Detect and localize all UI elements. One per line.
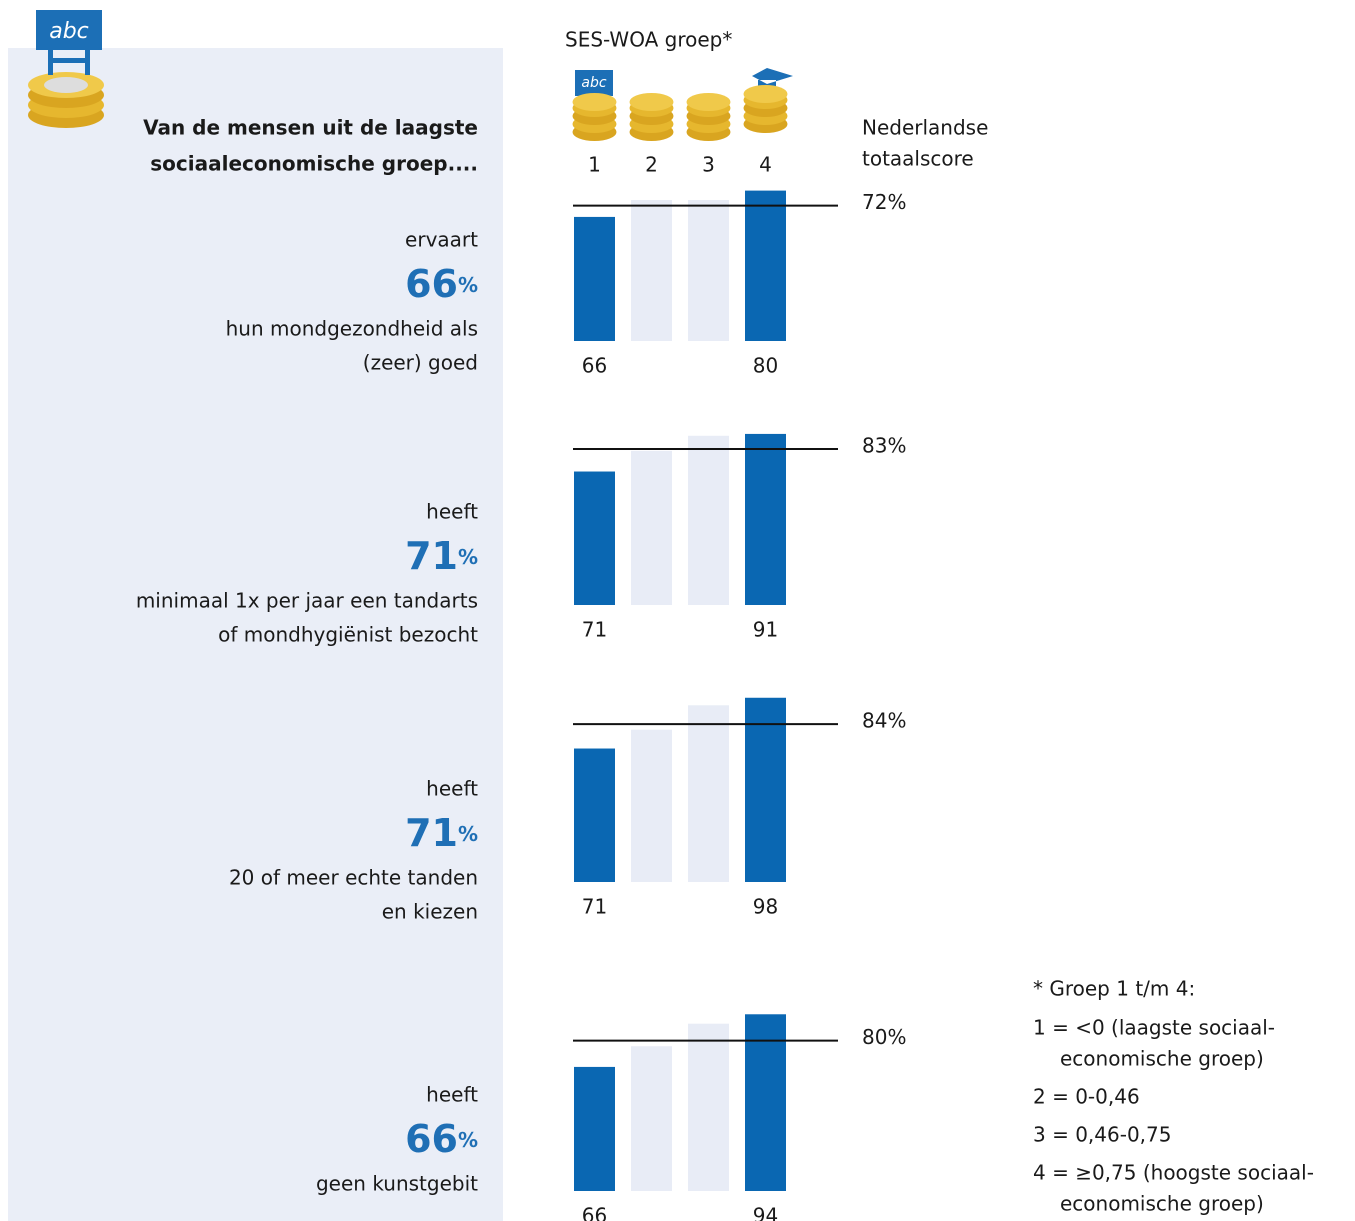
bar xyxy=(688,435,729,605)
highlight-value: 66% xyxy=(405,262,478,306)
svg-text:abc: abc xyxy=(581,75,606,91)
highlight-number: 71 xyxy=(405,811,458,855)
panel-description: 20 of meer echte tanden xyxy=(229,866,478,890)
highlight-number: 71 xyxy=(405,534,458,578)
footnote-item: 4 = ≥0,75 (hoogste sociaal- xyxy=(1033,1161,1314,1185)
coin xyxy=(572,93,617,111)
header-title: Van de mensen uit de laagste xyxy=(143,116,478,140)
header-title: sociaaleconomische groep.... xyxy=(150,152,478,176)
value-label: 98 xyxy=(753,895,778,919)
svg-text:abc: abc xyxy=(49,19,89,44)
highlight-value: 71% xyxy=(405,534,478,578)
footnote-item: 1 = <0 (laagste sociaal- xyxy=(1033,1016,1275,1040)
bar xyxy=(631,729,672,882)
footnote-item: 2 = 0-0,46 xyxy=(1033,1085,1140,1109)
group-label: 4 xyxy=(759,153,772,177)
reference-title: totaalscore xyxy=(862,147,974,171)
bar xyxy=(574,1066,615,1191)
value-label: 71 xyxy=(582,618,607,642)
group-label: 2 xyxy=(645,153,658,177)
bar xyxy=(631,450,672,605)
panel-description: of mondhygiënist bezocht xyxy=(218,623,478,647)
highlight-unit: % xyxy=(458,545,478,569)
bar xyxy=(574,748,615,882)
side-panel xyxy=(8,48,503,1221)
group-label: 1 xyxy=(588,153,601,177)
legend-title: SES-WOA groep* xyxy=(565,28,732,52)
bar xyxy=(745,697,786,882)
highlight-number: 66 xyxy=(405,1117,458,1161)
panel-description: (zeer) goed xyxy=(363,351,478,375)
panel-description: minimaal 1x per jaar een tandarts xyxy=(136,589,478,613)
panel-verb: heeft xyxy=(426,1083,478,1107)
reference-label: 84% xyxy=(862,709,906,733)
value-label: 80 xyxy=(753,354,778,378)
highlight-unit: % xyxy=(458,273,478,297)
bar xyxy=(688,1023,729,1191)
footnote-item: 3 = 0,46-0,75 xyxy=(1033,1123,1171,1147)
panel-description: en kiezen xyxy=(382,900,478,924)
highlight-value: 66% xyxy=(405,1117,478,1161)
coin xyxy=(686,93,731,111)
group-label: 3 xyxy=(702,153,715,177)
bar xyxy=(745,190,786,341)
panel-verb: heeft xyxy=(426,777,478,801)
footnote-title: * Groep 1 t/m 4: xyxy=(1033,977,1195,1001)
value-label: 66 xyxy=(582,354,607,378)
bar xyxy=(745,1014,786,1191)
highlight-unit: % xyxy=(458,822,478,846)
bar xyxy=(688,200,729,341)
footnote-item: economische groep) xyxy=(1060,1192,1264,1216)
highlight-unit: % xyxy=(458,1128,478,1152)
reference-label: 80% xyxy=(862,1025,906,1049)
bar xyxy=(631,200,672,341)
value-label: 66 xyxy=(582,1204,607,1221)
panel-verb: heeft xyxy=(426,500,478,524)
bar xyxy=(574,216,615,341)
panel-verb: ervaart xyxy=(405,228,478,252)
panel-description: geen kunstgebit xyxy=(316,1172,478,1196)
coin xyxy=(743,85,788,103)
footnote-item: economische groep) xyxy=(1060,1047,1264,1071)
reference-label: 72% xyxy=(862,190,906,214)
highlight-number: 66 xyxy=(405,262,458,306)
icon-main: abc xyxy=(28,10,104,128)
bar xyxy=(631,1046,672,1191)
bar xyxy=(574,471,615,605)
bar xyxy=(688,705,729,882)
bar xyxy=(745,433,786,605)
value-label: 71 xyxy=(582,895,607,919)
highlight-value: 71% xyxy=(405,811,478,855)
panel-description: hun mondgezondheid als xyxy=(226,317,478,341)
value-label: 94 xyxy=(753,1204,778,1221)
value-label: 91 xyxy=(753,618,778,642)
reference-label: 83% xyxy=(862,433,906,457)
coin xyxy=(629,93,674,111)
reference-title: Nederlandse xyxy=(862,116,988,140)
